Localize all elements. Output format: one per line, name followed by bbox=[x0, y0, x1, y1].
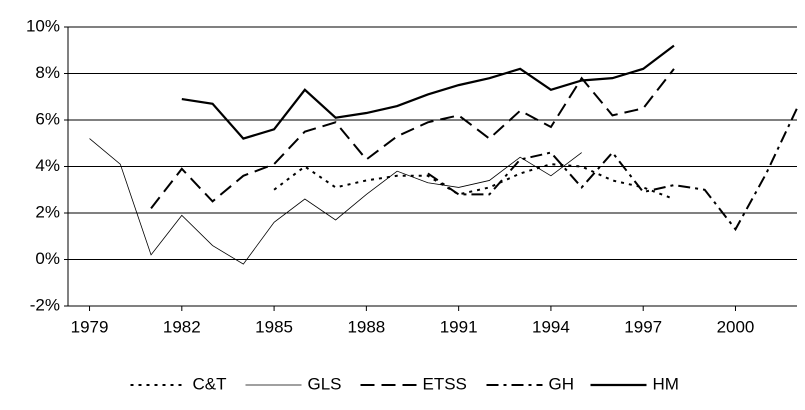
x-tick-label: 1982 bbox=[163, 317, 201, 336]
legend-label: ETSS bbox=[423, 374, 467, 393]
x-tick-label: 1979 bbox=[71, 317, 109, 336]
series-line bbox=[427, 107, 798, 232]
y-tick-label: 8% bbox=[35, 63, 60, 82]
y-tick-label: 2% bbox=[35, 202, 60, 221]
series-line bbox=[89, 138, 582, 265]
y-tick-label: -2% bbox=[30, 295, 60, 314]
y-tick-label: 6% bbox=[35, 109, 60, 128]
legend-label: HM bbox=[653, 374, 679, 393]
series-line bbox=[150, 68, 675, 209]
x-tick-label: 1991 bbox=[440, 317, 478, 336]
x-tick-label: 1985 bbox=[255, 317, 293, 336]
y-tick-label: 10% bbox=[26, 16, 60, 35]
x-tick-label: 1988 bbox=[347, 317, 385, 336]
legend-label: C&T bbox=[193, 374, 227, 393]
series-line bbox=[181, 44, 675, 140]
y-tick-label: 0% bbox=[35, 249, 60, 268]
legend-label: GH bbox=[549, 374, 575, 393]
y-tick-label: 4% bbox=[35, 156, 60, 175]
x-tick-label: 1994 bbox=[532, 317, 570, 336]
x-tick-label: 1997 bbox=[624, 317, 662, 336]
x-tick-label: 2000 bbox=[717, 317, 755, 336]
legend-label: GLS bbox=[308, 374, 342, 393]
series-line bbox=[273, 163, 675, 200]
